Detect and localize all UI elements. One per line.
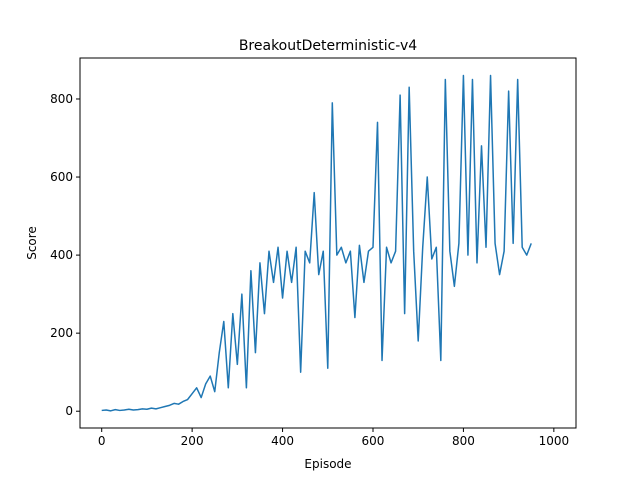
y-tick-label: 200 <box>50 326 73 340</box>
y-tick-label: 600 <box>50 170 73 184</box>
y-tick-label: 0 <box>65 404 73 418</box>
chart-title: BreakoutDeterministic-v4 <box>239 38 417 54</box>
y-tick-label: 800 <box>50 92 73 106</box>
x-axis-label: Episode <box>304 457 351 471</box>
x-tick-label: 0 <box>98 434 106 448</box>
plot-frame <box>79 57 577 429</box>
x-tick-label: 400 <box>271 434 294 448</box>
data-line <box>101 74 532 412</box>
x-tick-label: 200 <box>181 434 204 448</box>
y-tick-label: 400 <box>50 248 73 262</box>
x-tick-label: 1000 <box>539 434 570 448</box>
x-tick-label: 800 <box>452 434 475 448</box>
y-axis-label: Score <box>25 226 39 260</box>
x-tick-label: 600 <box>362 434 385 448</box>
